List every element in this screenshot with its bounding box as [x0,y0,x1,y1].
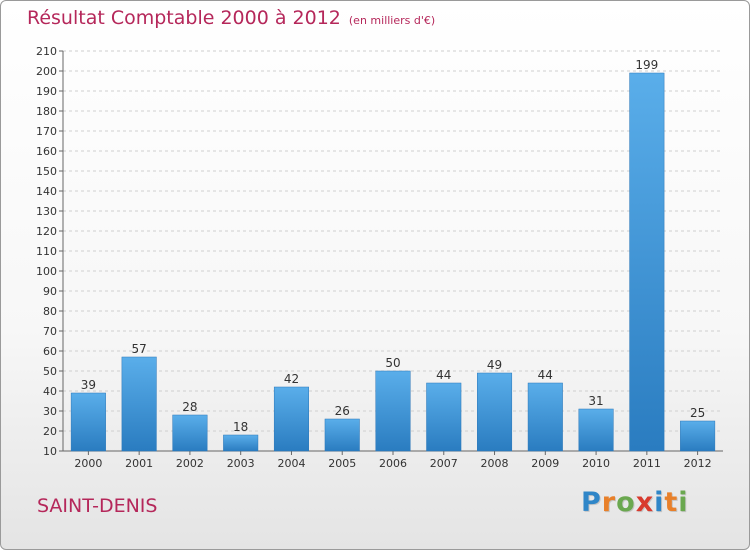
data-label-2006: 50 [385,356,400,370]
x-tick-label-2010: 2010 [582,457,610,470]
y-tick-label: 170 [36,125,57,138]
y-tick-label: 40 [43,385,57,398]
chart-subtitle: (en milliers d'€) [348,14,436,27]
data-labels: 39 57 28 18 42 26 50 44 49 44 31 199 25 [81,58,706,434]
x-tick-label-2002: 2002 [176,457,204,470]
y-tick-label: 140 [36,185,57,198]
y-tick-label: 180 [36,105,57,118]
city-name: SAINT-DENIS [37,495,158,517]
bar-2011 [629,72,665,452]
data-label-2008: 49 [487,358,502,372]
logo-letter: r [601,487,617,518]
y-tick-label: 70 [43,325,57,338]
bar-2000 [70,392,106,452]
y-tick-label: 50 [43,365,57,378]
data-label-2005: 26 [335,404,350,418]
chart-title-text: Résultat Comptable 2000 à 2012 [27,7,341,29]
y-tick-label: 210 [36,45,57,58]
x-tick-label-2005: 2005 [328,457,356,470]
x-tick-label-2011: 2011 [633,457,661,470]
x-tick-label-2007: 2007 [430,457,458,470]
bar-2010 [578,408,614,452]
y-tick-label: 160 [36,145,57,158]
y-tick-label: 100 [36,265,57,278]
x-tick-label-2008: 2008 [481,457,509,470]
data-label-2001: 57 [132,342,147,356]
chart-title: Résultat Comptable 2000 à 2012 (en millie… [27,7,435,29]
y-tick-label: 80 [43,305,57,318]
data-label-2004: 42 [284,372,299,386]
x-tick-label-2000: 2000 [74,457,102,470]
x-tick-label-2004: 2004 [277,457,305,470]
bar-2006 [375,370,411,452]
x-tick-label-2009: 2009 [531,457,559,470]
y-tick-label: 120 [36,225,57,238]
bar-2004 [273,386,309,452]
x-tick-labels: 2000 2001 2002 2003 2004 2005 2006 2007 2008 2009… [74,457,711,470]
data-label-2003: 18 [233,420,248,434]
data-label-2007: 44 [436,368,451,382]
logo-letter: i [654,487,665,518]
bar-2009 [527,382,563,452]
y-tick-label: 200 [36,65,57,78]
bar-2012 [680,420,716,452]
logo-letter: x [635,487,655,518]
proxiti-logo: Proxiti [581,487,689,518]
x-tick-label-2012: 2012 [684,457,712,470]
y-tick-label: 150 [36,165,57,178]
logo-letter: t [664,487,679,518]
x-tick-label-2001: 2001 [125,457,153,470]
y-tick-label: 30 [43,405,57,418]
x-tick-label-2003: 2003 [227,457,255,470]
bar-2001 [121,356,157,452]
data-label-2012: 25 [690,406,705,420]
y-tick-label: 130 [36,205,57,218]
y-tick-label: 90 [43,285,57,298]
logo-letter: i [678,487,689,518]
data-label-2009: 44 [538,368,553,382]
bar-2003 [223,434,259,452]
y-tick-label: 10 [43,445,57,458]
data-label-2011: 199 [635,58,658,72]
y-tick-labels: 10 20 30 40 50 60 70 80 90 100 110 120 130 140 150 160 1… [36,45,57,458]
bar-2007 [426,382,462,452]
y-tick-label: 60 [43,345,57,358]
logo-letter: o [616,487,636,518]
x-tick-label-2006: 2006 [379,457,407,470]
logo-letter: P [581,487,602,518]
y-tick-label: 110 [36,245,57,258]
bars [70,72,716,452]
bar-2005 [324,418,360,452]
data-label-2000: 39 [81,378,96,392]
bar-2002 [172,414,208,452]
bar-2008 [477,372,513,452]
y-tick-label: 190 [36,85,57,98]
y-tick-label: 20 [43,425,57,438]
data-label-2010: 31 [588,394,603,408]
data-label-2002: 28 [182,400,197,414]
